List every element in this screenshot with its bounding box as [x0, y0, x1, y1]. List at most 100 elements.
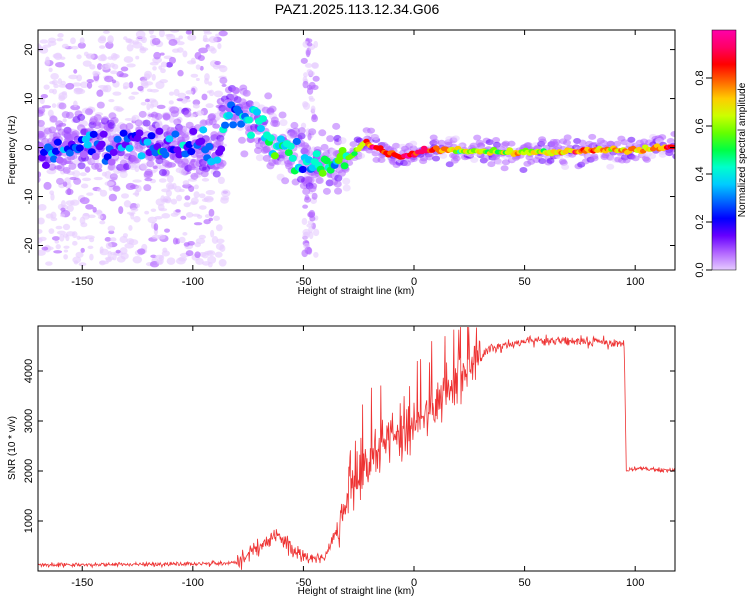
spectrogram-halo-cell	[77, 162, 86, 170]
colorbar-label: Normalized spectral amplitude	[737, 82, 748, 217]
spectrogram-noise-cell	[153, 51, 161, 60]
spectrogram-noise-cell	[75, 88, 86, 95]
spectrogram-noise-cell	[187, 241, 195, 246]
spectrogram-noise-cell	[204, 214, 211, 218]
snr-panel: -150 -100 -50 0 50 100 1000 2000 3000 4000 Height…	[7, 325, 676, 597]
spectrogram-noise-cell	[156, 257, 164, 265]
snr-background	[38, 326, 675, 571]
spectrogram-noise-cell	[73, 100, 78, 108]
spectrogram-noise-cell	[213, 215, 220, 221]
spectrogram-ridge-cell	[143, 138, 152, 146]
spectrogram-noise-cell	[192, 213, 201, 217]
spectrogram-noise-cell	[102, 30, 110, 34]
spectrogram-ridge-cell	[199, 126, 208, 134]
spectrogram-halo-cell	[96, 101, 105, 109]
spectrogram-noise-cell	[311, 107, 316, 116]
spectrogram-noise-cell	[89, 253, 94, 261]
spectrogram-noise-cell	[55, 244, 61, 250]
spectrogram-halo-cell	[357, 152, 366, 159]
spectrogram-ridge-cell	[340, 162, 349, 170]
spectrogram-noise-cell	[198, 193, 206, 199]
spectrogram-halo-cell	[218, 104, 227, 112]
spectrogram-halo-cell	[41, 137, 50, 145]
y-tick-label: 1000	[23, 509, 35, 533]
spectrogram-noise-cell	[221, 83, 227, 87]
spectrogram-noise-cell	[104, 181, 115, 187]
spectrogram-noise-cell	[93, 176, 103, 181]
spectrogram-noise-cell	[190, 73, 199, 78]
spectrogram-halo-cell	[507, 140, 516, 147]
spectrogram-noise-cell	[71, 82, 82, 87]
spectrogram-noise-cell	[311, 114, 319, 123]
spectrogram-noise-cell	[308, 209, 316, 218]
spectrogram-ridge-cell	[171, 130, 180, 138]
spectrogram-noise-cell	[101, 171, 108, 177]
spectrogram-noise-cell	[132, 179, 142, 183]
spectrogram-ridge-cell	[312, 150, 321, 158]
spectrogram-noise-cell	[195, 77, 200, 82]
spectrogram-ridge-cell	[336, 152, 345, 160]
spectrogram-halo-cell	[410, 156, 419, 163]
x-tick-label: 0	[411, 276, 417, 288]
spectrogram-noise-cell	[197, 55, 205, 62]
spectrogram-noise-cell	[218, 65, 228, 73]
spectrogram-noise-cell	[196, 110, 205, 116]
spectrogram-noise-cell	[210, 229, 215, 238]
spectrogram-noise-cell	[92, 73, 99, 77]
spectrogram-noise-cell	[124, 117, 134, 121]
spectrogram-ridge-cell	[97, 140, 106, 148]
spectrogram-halo-cell	[170, 110, 179, 118]
spectrogram-halo-cell	[231, 86, 240, 94]
spectrogram-noise-cell	[178, 236, 186, 244]
spectrogram-noise-cell	[198, 47, 209, 54]
spectrogram-noise-cell	[112, 185, 121, 192]
spectrogram-noise-cell	[75, 251, 84, 258]
spectrogram-noise-cell	[39, 39, 49, 44]
spectrogram-noise-cell	[119, 235, 128, 244]
spectrogram-halo-cell	[208, 118, 217, 126]
spectrogram-halo-cell	[596, 137, 605, 144]
spectrogram-noise-cell	[123, 200, 132, 208]
spectrogram-ridge-cell	[205, 142, 214, 151]
spectrogram-ridge-cell	[38, 154, 46, 162]
spectrogram-halo-cell	[342, 177, 351, 185]
spectrogram-noise-cell	[160, 61, 168, 68]
spectrogram-noise-cell	[137, 248, 146, 255]
spectrogram-noise-cell	[98, 45, 106, 49]
spectrogram-noise-cell	[205, 103, 214, 109]
spectrogram-noise-cell	[149, 89, 160, 93]
spectrogram-noise-cell	[156, 104, 166, 110]
spectrogram-noise-cell	[182, 50, 188, 58]
spectrogram-halo-cell	[546, 157, 555, 164]
spectrogram-noise-cell	[70, 37, 76, 45]
spectrogram-noise-cell	[63, 245, 70, 249]
spectrogram-halo-cell	[538, 157, 547, 164]
spectrogram-noise-cell	[158, 65, 163, 70]
spectrogram-noise-cell	[150, 254, 157, 258]
spectrogram-halo-cell	[200, 170, 209, 178]
snr-ylabel: SNR (10 * v/v)	[7, 416, 18, 480]
spectrogram-halo-cell	[215, 139, 224, 147]
spectrogram-halo-cell	[297, 132, 306, 140]
spectrogram-ridge-cell	[41, 161, 50, 169]
spectrogram-noise-cell	[176, 194, 183, 202]
spectrogram-halo-cell	[38, 131, 46, 139]
spectrogram-halo-cell	[173, 118, 182, 126]
spectrogram-ridge-cell	[135, 129, 144, 137]
spectrogram-noise-cell	[203, 195, 214, 203]
spectrogram-noise-cell	[63, 254, 68, 260]
spectrogram-noise-cell	[192, 103, 200, 109]
spectrogram-noise-cell	[59, 213, 66, 218]
spectrogram-ridge-cell	[245, 116, 254, 124]
spectrogram-noise-cell	[198, 205, 207, 210]
spectrogram-noise-cell	[302, 40, 310, 48]
spectrogram-noise-cell	[100, 64, 111, 71]
spectrogram-ridge-cell	[125, 144, 134, 152]
spectrogram-ridge-cell	[229, 121, 238, 129]
spectrogram-ridge-cell	[137, 152, 146, 160]
spectrogram-noise-cell	[137, 85, 144, 92]
spectrogram-ridge-cell	[217, 145, 226, 153]
spectrogram-noise-cell	[305, 49, 311, 58]
spectrogram-halo-cell	[500, 141, 509, 148]
spectrogram-noise-cell	[135, 30, 146, 39]
